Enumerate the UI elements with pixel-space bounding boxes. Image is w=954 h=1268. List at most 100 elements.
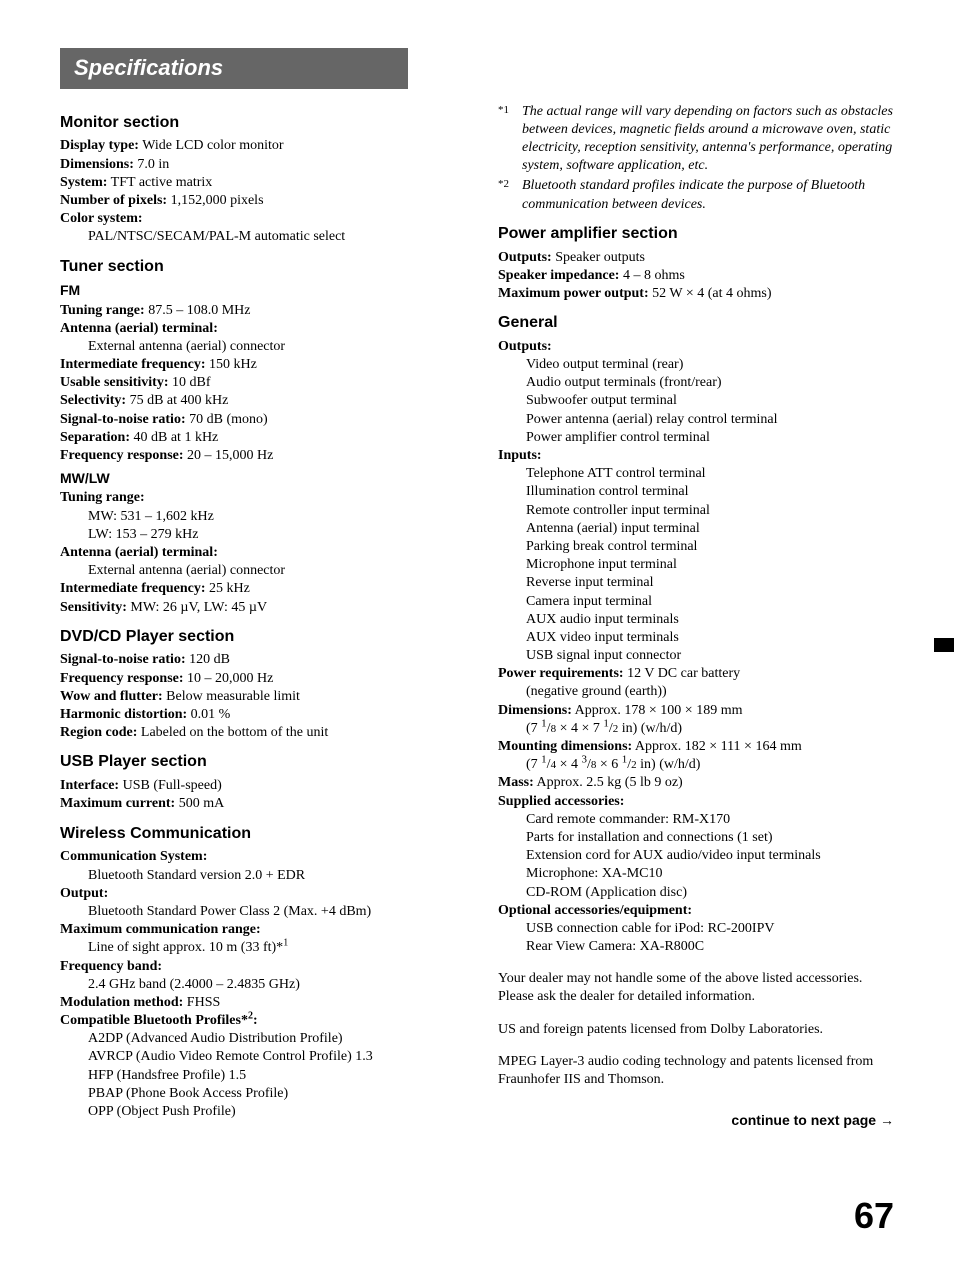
continue-link[interactable]: continue to next page → (498, 1111, 894, 1129)
label: Dimensions: (498, 703, 572, 718)
general-inputs-list: Telephone ATT control terminalIlluminati… (498, 465, 894, 665)
general-supplied-list: Card remote commander: RM-X170Parts for … (498, 811, 894, 902)
general-dim: Dimensions: Approx. 178 × 100 × 189 mm (498, 702, 894, 720)
label: Tuning range: (60, 490, 145, 505)
general-outputs-list: Video output terminal (rear)Audio output… (498, 356, 894, 447)
spec-item: Wow and flutter: Below measurable limit (60, 688, 456, 706)
spec-item: Frequency response: 10 – 20,000 Hz (60, 670, 456, 688)
general-outputs-label: Outputs: (498, 338, 894, 356)
general-dim-indent: (7 1/8 × 4 × 7 1/2 in) (w/h/d) (498, 720, 894, 738)
label: Optional accessories/equipment: (498, 903, 692, 918)
value: Approx. 178 × 100 × 189 mm (572, 703, 743, 718)
spec-item: Usable sensitivity: 10 dBf (60, 374, 456, 392)
spec-item: Intermediate frequency: 25 kHz (60, 580, 456, 598)
list-line: OPP (Object Push Profile) (88, 1103, 456, 1121)
list-line: Audio output terminals (front/rear) (526, 374, 894, 392)
spec-item: Signal-to-noise ratio: 120 dB (60, 651, 456, 669)
text: Bluetooth Standard Power Class 2 (Max. +… (88, 903, 456, 921)
dvd-items: Signal-to-noise ratio: 120 dBFrequency r… (60, 651, 456, 742)
list-line: AVRCP (Audio Video Remote Control Profil… (88, 1048, 456, 1066)
text: Line of sight approx. 10 m (33 ft)*1 (88, 939, 456, 957)
wireless-heading: Wireless Communication (60, 824, 456, 845)
mwlw-antenna-label: Antenna (aerial) terminal: (60, 544, 456, 562)
list-line: MW: 531 – 1,602 kHz (88, 508, 456, 526)
monitor-colorsystem-indent: PAL/NTSC/SECAM/PAL-M automatic select (60, 228, 456, 246)
value: FHSS (183, 995, 220, 1010)
list-line: Microphone: XA-MC10 (526, 865, 894, 883)
spec-item: Tuning range: 87.5 – 108.0 MHz (60, 302, 456, 320)
text: PAL/NTSC/SECAM/PAL-M automatic select (88, 228, 456, 246)
fm-antenna-indent: External antenna (aerial) connector (60, 338, 456, 356)
spec-item: Antenna (aerial) terminal: (60, 320, 456, 338)
mwlw-tuning-label: Tuning range: (60, 489, 456, 507)
label: Compatible Bluetooth Profiles*2: (60, 1013, 258, 1028)
list-line: Rear View Camera: XA-R800C (526, 938, 894, 956)
footnote: *2Bluetooth standard profiles indicate t… (498, 177, 894, 213)
amp-heading: Power amplifier section (498, 224, 894, 245)
spec-item: System: TFT active matrix (60, 174, 456, 192)
star: * (241, 1013, 248, 1028)
wireless-comm-label: Communication System: (60, 848, 456, 866)
label: Modulation method: (60, 995, 183, 1010)
value: 12 V DC car battery (624, 666, 741, 681)
fm-items2: Intermediate frequency: 150 kHzUsable se… (60, 356, 456, 465)
list-line: Video output terminal (rear) (526, 356, 894, 374)
list-line: Parking break control terminal (526, 538, 894, 556)
list-line: Parts for installation and connections (… (526, 829, 894, 847)
label: Mass: (498, 775, 534, 790)
wireless-profiles-list: A2DP (Advanced Audio Distribution Profil… (60, 1030, 456, 1121)
list-line: Telephone ATT control terminal (526, 465, 894, 483)
list-line: Subwoofer output terminal (526, 392, 894, 410)
prefix: Compatible Bluetooth Profiles (60, 1013, 241, 1028)
list-line: Extension cord for AUX audio/video input… (526, 847, 894, 865)
spec-item: Region code: Labeled on the bottom of th… (60, 724, 456, 742)
label: Output: (60, 886, 108, 901)
colon: : (253, 1013, 258, 1028)
list-line: A2DP (Advanced Audio Distribution Profil… (88, 1030, 456, 1048)
label: Mounting dimensions: (498, 739, 632, 754)
list-line: PBAP (Phone Book Access Profile) (88, 1085, 456, 1103)
wireless-mod: Modulation method: FHSS (60, 994, 456, 1012)
spec-item: Harmonic distortion: 0.01 % (60, 706, 456, 724)
spec-item: Number of pixels: 1,152,000 pixels (60, 192, 456, 210)
label: Power requirements: (498, 666, 624, 681)
general-inputs-label: Inputs: (498, 447, 894, 465)
mwlw-subheading: MW/LW (60, 469, 456, 487)
page-title: Specifications (74, 54, 394, 83)
fm-items: Tuning range: 87.5 – 108.0 MHzAntenna (a… (60, 302, 456, 338)
list-line: Remote controller input terminal (526, 502, 894, 520)
monitor-heading: Monitor section (60, 113, 456, 134)
mpeg-note: MPEG Layer-3 audio coding technology and… (498, 1053, 894, 1089)
label: Antenna (aerial) terminal: (60, 545, 218, 560)
monitor-items: Display type: Wide LCD color monitorDime… (60, 137, 456, 228)
general-optional-label: Optional accessories/equipment: (498, 902, 894, 920)
spec-item: Interface: USB (Full-speed) (60, 777, 456, 795)
general-power-indent: (negative ground (earth)) (498, 683, 894, 701)
list-line: Antenna (aerial) input terminal (526, 520, 894, 538)
text: (7 1/8 × 4 × 7 1/2 in) (w/h/d) (526, 720, 894, 738)
label: Maximum communication range: (60, 922, 261, 937)
left-column: Monitor section Display type: Wide LCD c… (60, 103, 456, 1130)
wireless-freq-label: Frequency band: (60, 958, 456, 976)
spec-item: Color system: (60, 210, 456, 228)
usb-items: Interface: USB (Full-speed)Maximum curre… (60, 777, 456, 813)
general-supplied-label: Supplied accessories: (498, 793, 894, 811)
spec-item: Sensitivity: MW: 26 µV, LW: 45 µV (60, 599, 456, 617)
list-line: Microphone input terminal (526, 556, 894, 574)
wireless-freq-indent: 2.4 GHz band (2.4000 – 2.4835 GHz) (60, 976, 456, 994)
list-line: AUX audio input terminals (526, 611, 894, 629)
wireless-comm-indent: Bluetooth Standard version 2.0 + EDR (60, 867, 456, 885)
tuner-heading: Tuner section (60, 257, 456, 278)
range-sup: 1 (283, 938, 288, 949)
content-columns: Monitor section Display type: Wide LCD c… (60, 103, 894, 1130)
range-prefix: Line of sight approx. 10 m (33 ft)* (88, 940, 283, 955)
footnotes: *1The actual range will vary depending o… (498, 103, 894, 214)
text: External antenna (aerial) connector (88, 338, 456, 356)
spec-item: Display type: Wide LCD color monitor (60, 137, 456, 155)
list-line: AUX video input terminals (526, 629, 894, 647)
list-line: Reverse input terminal (526, 574, 894, 592)
title-bar: Specifications (60, 48, 408, 89)
page-edge-tab (934, 638, 954, 652)
general-optional-list: USB connection cable for iPod: RC-200IPV… (498, 920, 894, 956)
usb-heading: USB Player section (60, 752, 456, 773)
